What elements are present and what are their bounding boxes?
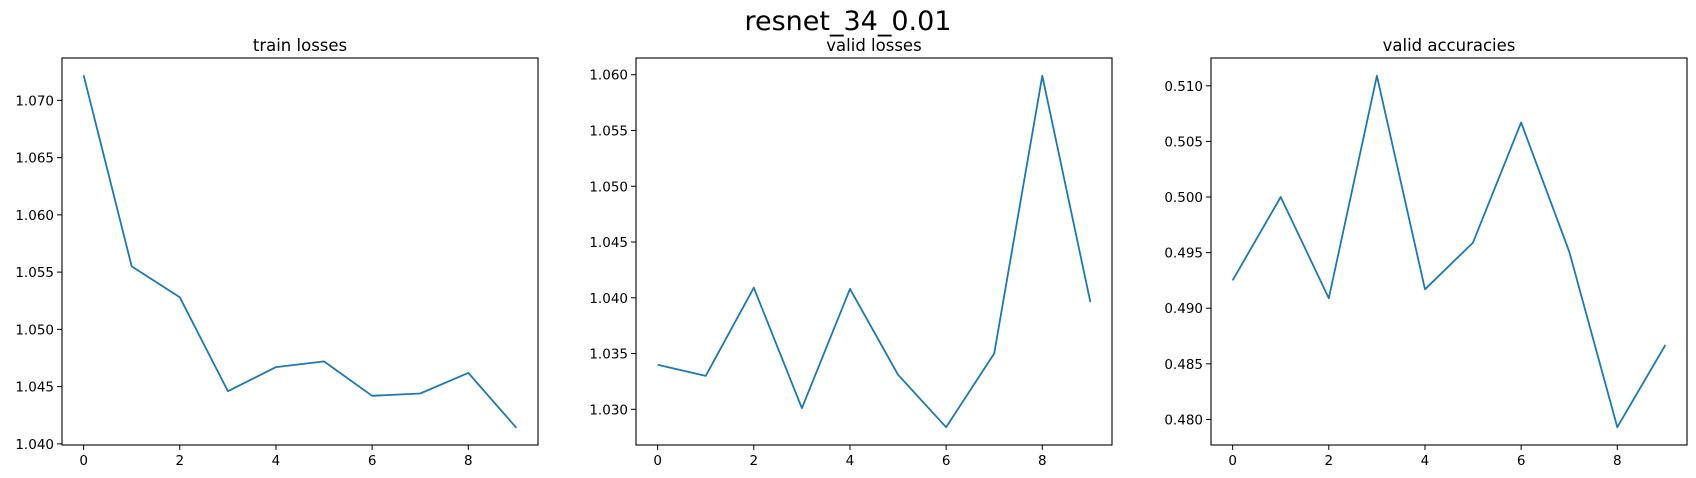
x-tick-label: 6 (1517, 453, 1526, 469)
data-point (371, 395, 373, 397)
data-point (705, 375, 707, 377)
data-point (275, 366, 277, 368)
data-point (1376, 75, 1378, 77)
subplot-1: train losses 0 2 4 6 8 1.040 1.045 1.050 1.055 1.0… (15, 36, 539, 469)
data-point (1424, 288, 1426, 290)
y-tick-label: 0.490 (1164, 301, 1203, 317)
y-tick-label: 0.485 (1164, 357, 1203, 373)
data-point (1089, 301, 1091, 303)
y-tick-label: 1.050 (15, 322, 54, 338)
subplot-title: valid accuracies (1383, 36, 1516, 55)
data-point (1232, 279, 1234, 281)
data-point (1472, 242, 1474, 244)
x-tick-label: 8 (1038, 453, 1047, 469)
x-tick-label: 2 (1325, 453, 1334, 469)
y-tick-label: 1.030 (589, 402, 628, 418)
data-point (419, 392, 421, 394)
series-line (1231, 74, 1667, 429)
y-tick-label: 1.035 (589, 347, 628, 363)
data-point (849, 288, 851, 290)
data-point (1664, 344, 1666, 346)
subplots: train losses 0 2 4 6 8 1.040 1.045 1.050 1.055 1.0… (15, 36, 1688, 469)
data-point (801, 407, 803, 409)
x-tick-label: 8 (1613, 453, 1622, 469)
plot-frame (1210, 57, 1688, 446)
data-point (1568, 251, 1570, 253)
data-point (897, 374, 899, 376)
x-tick-label: 4 (272, 453, 281, 469)
y-tick-label: 1.045 (15, 380, 54, 396)
y-tick-label: 0.510 (1164, 79, 1203, 95)
x-tick-label: 0 (653, 453, 662, 469)
data-point (657, 364, 659, 366)
data-point (179, 296, 181, 298)
y-tick-label: 1.055 (15, 265, 54, 281)
y-tick-label: 1.050 (589, 179, 628, 195)
data-point (1041, 75, 1043, 77)
subplot-title: valid losses (826, 36, 921, 55)
y-tick-label: 0.480 (1164, 412, 1203, 428)
figure-title: resnet_34_0.01 (745, 6, 952, 37)
data-point (753, 287, 755, 289)
data-point (993, 353, 995, 355)
y-tick-label: 1.040 (15, 437, 54, 453)
x-tick-label: 2 (176, 453, 185, 469)
y-tick-label: 1.060 (589, 68, 628, 84)
x-tick-label: 8 (464, 453, 473, 469)
y-tick-label: 1.070 (15, 93, 54, 109)
data-point (1520, 122, 1522, 124)
y-tick-label: 1.065 (15, 151, 54, 167)
data-point (323, 360, 325, 362)
x-tick-label: 4 (1421, 453, 1430, 469)
plot-frame (635, 57, 1113, 446)
data-point (1328, 297, 1330, 299)
x-tick-label: 0 (79, 453, 88, 469)
series-line (657, 74, 1092, 429)
data-point (227, 390, 229, 392)
subplot-2: valid losses 0 2 4 6 8 1.030 1.035 1.040 1.045 1.0… (589, 36, 1113, 469)
y-tick-label: 0.495 (1164, 246, 1203, 262)
plot-frame (61, 57, 539, 446)
data-point (1616, 426, 1618, 428)
data-point (1280, 196, 1282, 198)
x-tick-label: 4 (846, 453, 855, 469)
y-tick-label: 1.055 (589, 123, 628, 139)
data-point (515, 427, 517, 429)
subplot-title: train losses (253, 36, 347, 55)
subplot-3: valid accuracies 0 2 4 6 8 0.480 0.485 0.490 0.49… (1164, 36, 1688, 469)
x-tick-label: 2 (750, 453, 759, 469)
y-tick-label: 1.060 (15, 208, 54, 224)
data-point (467, 372, 469, 374)
y-tick-label: 1.040 (589, 291, 628, 307)
data-point (131, 265, 133, 267)
series-line (82, 74, 518, 429)
data-point (945, 426, 947, 428)
x-tick-label: 0 (1228, 453, 1237, 469)
y-tick-label: 1.045 (589, 235, 628, 251)
y-tick-label: 0.500 (1164, 190, 1203, 206)
y-tick-label: 0.505 (1164, 134, 1203, 150)
x-tick-label: 6 (368, 453, 377, 469)
x-tick-label: 6 (942, 453, 951, 469)
data-point (83, 74, 85, 76)
